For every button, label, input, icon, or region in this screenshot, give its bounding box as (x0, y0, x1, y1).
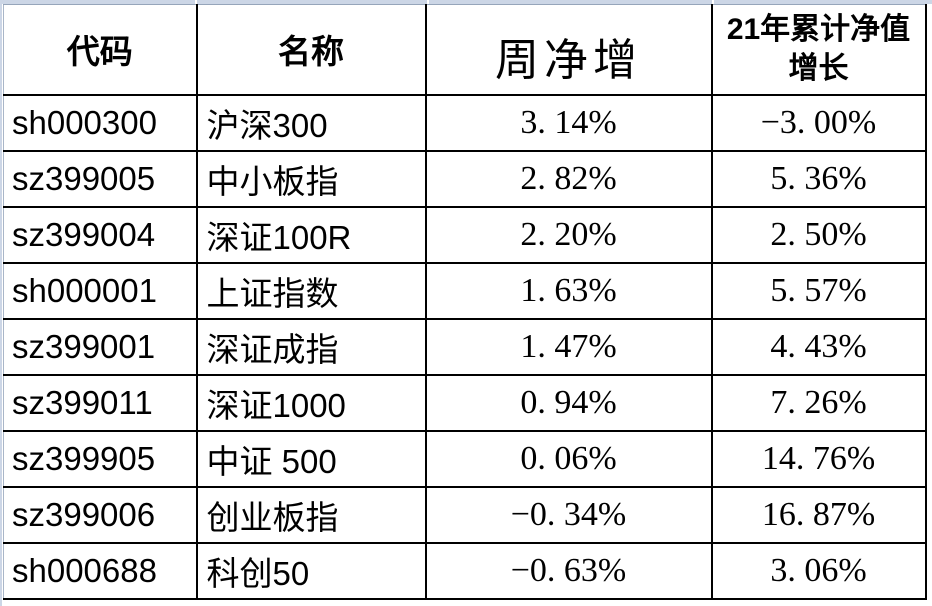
ytd-change-cell: −3. 00% (710, 93, 927, 152)
code-cell: sz399011 (3, 373, 198, 432)
name-cell: 科创50 (195, 541, 427, 600)
week-change-cell: −0. 63% (424, 541, 713, 600)
code-cell: sz399905 (3, 429, 198, 488)
code-cell: sz399004 (3, 205, 198, 264)
ytd-change-cell: 16. 87% (710, 485, 927, 544)
excel-gridline-strip-left (0, 0, 2, 606)
name-cell: 中证 500 (195, 429, 427, 488)
week-change-cell: 1. 47% (424, 317, 713, 376)
excel-gridline-strip-top (0, 0, 932, 4)
ytd-change-cell: 5. 36% (710, 149, 927, 208)
name-cell: 创业板指 (195, 485, 427, 544)
week-change-cell: 3. 14% (424, 93, 713, 152)
code-cell: sh000300 (3, 93, 198, 152)
ytd-change-cell: 4. 43% (710, 317, 927, 376)
code-cell: sh000001 (3, 261, 198, 320)
table-row: sz399004 深证100R 2. 20% 2. 50% (3, 205, 927, 264)
header-ytd-cumulative-growth: 21年累计净值 增长 (710, 4, 927, 96)
name-cell: 沪深300 (195, 93, 427, 152)
ytd-change-cell: 5. 57% (710, 261, 927, 320)
table-row: sz399011 深证1000 0. 94% 7. 26% (3, 373, 927, 432)
table-row: sz399005 中小板指 2. 82% 5. 36% (3, 149, 927, 208)
ytd-change-cell: 2. 50% (710, 205, 927, 264)
table-row: sz399001 深证成指 1. 47% 4. 43% (3, 317, 927, 376)
code-cell: sz399001 (3, 317, 198, 376)
week-change-cell: −0. 34% (424, 485, 713, 544)
table-row: sz399006 创业板指 −0. 34% 16. 87% (3, 485, 927, 544)
code-cell: sz399005 (3, 149, 198, 208)
week-change-cell: 0. 94% (424, 373, 713, 432)
table-row: sh000300 沪深300 3. 14% −3. 00% (3, 93, 927, 152)
ytd-change-cell: 3. 06% (710, 541, 927, 600)
code-cell: sh000688 (3, 541, 198, 600)
index-returns-table: 代码 名称 周净增 21年累计净值 增长 sh000300 沪深300 3. 1… (3, 4, 927, 600)
table-row: sh000001 上证指数 1. 63% 5. 57% (3, 261, 927, 320)
week-change-cell: 1. 63% (424, 261, 713, 320)
name-cell: 深证100R (195, 205, 427, 264)
header-week-net-increase: 周净增 (424, 4, 713, 96)
week-change-cell: 2. 20% (424, 205, 713, 264)
name-cell: 深证成指 (195, 317, 427, 376)
table-row: sh000688 科创50 −0. 63% 3. 06% (3, 541, 927, 600)
name-cell: 上证指数 (195, 261, 427, 320)
name-cell: 中小板指 (195, 149, 427, 208)
code-cell: sz399006 (3, 485, 198, 544)
name-cell: 深证1000 (195, 373, 427, 432)
table-header-row: 代码 名称 周净增 21年累计净值 增长 (3, 4, 927, 96)
ytd-change-cell: 14. 76% (710, 429, 927, 488)
table-row: sz399905 中证 500 0. 06% 14. 76% (3, 429, 927, 488)
header-code: 代码 (3, 4, 198, 96)
ytd-change-cell: 7. 26% (710, 373, 927, 432)
week-change-cell: 0. 06% (424, 429, 713, 488)
header-name: 名称 (195, 4, 427, 96)
week-change-cell: 2. 82% (424, 149, 713, 208)
